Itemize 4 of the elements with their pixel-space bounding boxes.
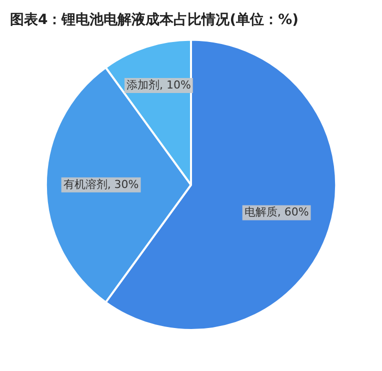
slice-label: 电解质, 60% [244, 206, 309, 219]
chart-title: 图表4：锂电池电解液成本占比情况(单位：%) [10, 11, 299, 28]
slice-label: 有机溶剂, 30% [63, 178, 139, 191]
slice-label: 添加剂, 10% [126, 78, 191, 92]
